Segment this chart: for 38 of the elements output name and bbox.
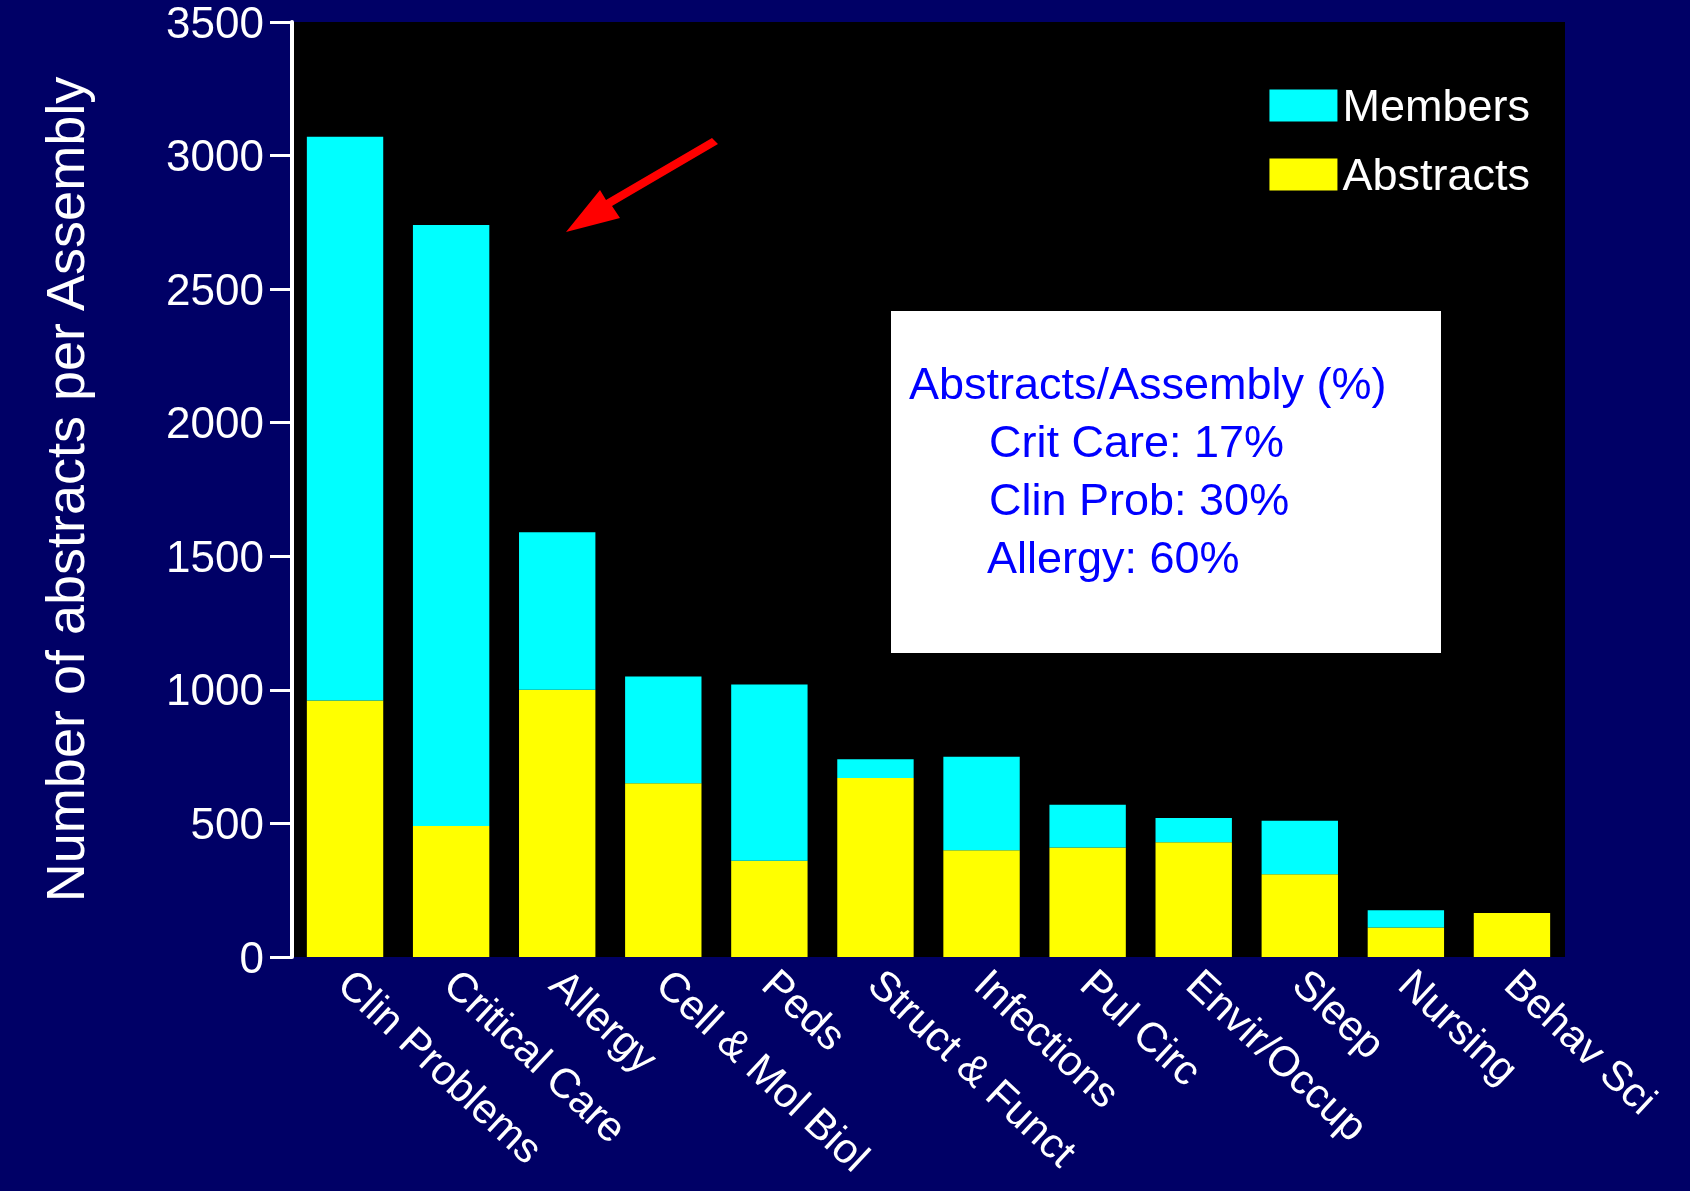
bar (943, 850, 1020, 957)
bar (1261, 820, 1338, 875)
bar (306, 700, 384, 957)
annotation: Clin Prob: 30% (988, 473, 1291, 527)
bar (519, 689, 596, 957)
bar (837, 778, 914, 957)
annotation: Allergy: 60% (986, 531, 1241, 585)
bar (1473, 912, 1551, 957)
annotation: Crit Care: 17% (988, 415, 1286, 469)
bar (731, 860, 808, 957)
y-tick-label: 500 (190, 798, 264, 848)
bar (731, 684, 808, 861)
y-tick-label: 3000 (166, 131, 264, 181)
bar (1367, 910, 1445, 928)
legend-label: Abstracts (1342, 149, 1530, 200)
bar (1049, 804, 1126, 848)
bar (519, 532, 596, 690)
bar (625, 676, 702, 784)
y-tick-label: 2000 (166, 398, 264, 448)
bar (412, 826, 490, 957)
y-tick-label: 2500 (166, 264, 264, 314)
bar (943, 756, 1020, 851)
bar (1155, 818, 1232, 843)
annotation: Abstracts/Assembly (%) (908, 357, 1388, 411)
bar (1367, 927, 1445, 957)
bar (625, 783, 702, 957)
bar (306, 136, 384, 701)
y-tick-label: 1500 (166, 531, 264, 581)
bar (1261, 874, 1338, 957)
y-tick-label: 0 (239, 932, 264, 982)
bar (1049, 847, 1126, 957)
y-axis-title: Number of abstracts per Assembly (35, 76, 95, 903)
y-tick-label: 1000 (166, 665, 264, 715)
legend-label: Members (1342, 80, 1530, 131)
bar (1155, 842, 1232, 957)
bar (412, 225, 490, 827)
bar (837, 759, 914, 779)
y-tick-label: 3500 (166, 0, 264, 47)
